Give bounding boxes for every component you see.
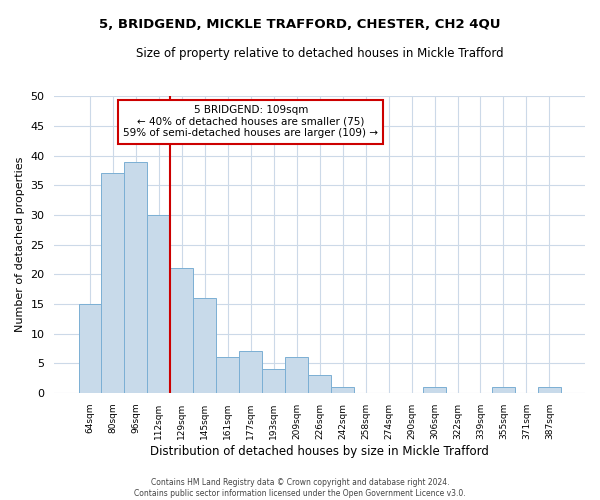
Text: Contains HM Land Registry data © Crown copyright and database right 2024.
Contai: Contains HM Land Registry data © Crown c… [134, 478, 466, 498]
X-axis label: Distribution of detached houses by size in Mickle Trafford: Distribution of detached houses by size … [150, 444, 489, 458]
Bar [79, 304, 101, 393]
Bar [101, 174, 124, 393]
Bar [285, 358, 308, 393]
Bar [193, 298, 217, 393]
Text: 5, BRIDGEND, MICKLE TRAFFORD, CHESTER, CH2 4QU: 5, BRIDGEND, MICKLE TRAFFORD, CHESTER, C… [99, 18, 501, 30]
Bar [239, 352, 262, 393]
Y-axis label: Number of detached properties: Number of detached properties [15, 157, 25, 332]
Text: 5 BRIDGEND: 109sqm
← 40% of detached houses are smaller (75)
59% of semi-detache: 5 BRIDGEND: 109sqm ← 40% of detached hou… [123, 106, 378, 138]
Bar [308, 375, 331, 393]
Bar [217, 358, 239, 393]
Bar [262, 369, 285, 393]
Bar [170, 268, 193, 393]
Bar [331, 387, 354, 393]
Bar [423, 387, 446, 393]
Bar [538, 387, 561, 393]
Bar [148, 215, 170, 393]
Bar [124, 162, 148, 393]
Title: Size of property relative to detached houses in Mickle Trafford: Size of property relative to detached ho… [136, 48, 503, 60]
Bar [492, 387, 515, 393]
